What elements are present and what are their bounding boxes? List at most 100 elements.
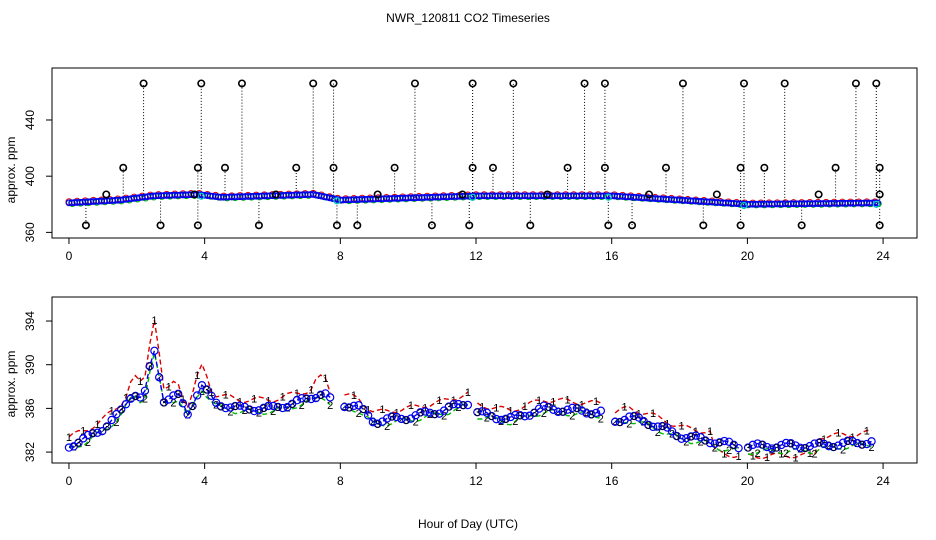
y-tick-label: 400: [23, 166, 37, 186]
series-3-line: [477, 404, 602, 421]
series-2-label: 2: [299, 400, 305, 412]
series-3-label: 3: [303, 394, 309, 406]
series-3-label: 3: [631, 411, 637, 423]
series-3-point: [116, 405, 126, 414]
outlier-point: [329, 79, 338, 88]
series-3-label: 3: [731, 440, 737, 452]
series-3-point: [169, 391, 178, 400]
x-tick-label: 12: [469, 474, 483, 488]
series-3-point: [102, 422, 112, 431]
series-3-point: [610, 417, 620, 427]
series-1-label: 1: [636, 409, 642, 421]
series-3-point: [511, 410, 520, 420]
series-3-point: [221, 403, 230, 413]
series-3-point: [686, 432, 696, 441]
series-3-point: [682, 434, 691, 443]
x-tick-label: 16: [605, 249, 619, 263]
series-1-label: 1: [194, 370, 200, 382]
series-3-point: [135, 393, 145, 402]
outlier-point: [102, 190, 111, 199]
outlier-point: [739, 79, 748, 88]
series-3-label: 3: [645, 420, 651, 432]
series-3-point: [734, 443, 743, 453]
series-3-point: [667, 427, 677, 436]
series-3-label: 3: [859, 440, 865, 452]
outlier-point: [760, 163, 769, 172]
series-2-label: 2: [85, 437, 91, 449]
y-tick-label: 382: [23, 442, 37, 462]
series-2-label: 2: [142, 394, 148, 406]
series-3-point: [235, 401, 245, 410]
series-3-point: [867, 437, 876, 446]
x-axis-label: Hour of Day (UTC): [418, 517, 518, 531]
series-3-point: [121, 399, 131, 409]
series-1-line: [614, 405, 739, 459]
outlier-point: [831, 163, 840, 172]
series-2-label: 2: [541, 408, 547, 420]
baseline-point-blue: [871, 199, 879, 207]
series-3-point: [810, 439, 819, 448]
series-2-label: 2: [512, 416, 518, 428]
series-3-point: [720, 436, 729, 446]
series-3-label: 3: [289, 399, 295, 411]
series-3-point: [772, 443, 781, 452]
series-1-label: 1: [679, 420, 685, 432]
outlier-point: [271, 190, 280, 199]
series-3-label: 3: [360, 404, 366, 416]
series-3-point: [140, 386, 150, 395]
series-3-point: [154, 373, 164, 382]
outlier-point: [604, 221, 613, 230]
series-1-label: 1: [736, 451, 742, 463]
series-3-label: 3: [147, 361, 153, 373]
series-2-label: 2: [213, 399, 219, 411]
series-3-point: [843, 436, 853, 445]
series-3-point: [392, 412, 401, 422]
series-2-label: 2: [797, 444, 803, 456]
series-2-label: 2: [868, 442, 874, 454]
series-3-point: [292, 395, 302, 405]
outlier-point: [197, 79, 206, 88]
series-3-point: [401, 415, 411, 425]
series-1-label: 1: [778, 449, 784, 461]
outlier-point: [221, 163, 230, 172]
series-3-point: [420, 407, 430, 416]
y-tick-label: 390: [23, 354, 37, 374]
series-3-point: [416, 408, 425, 417]
series-3-point: [577, 406, 587, 415]
series-1-label: 1: [223, 390, 229, 402]
series-3-point: [458, 400, 468, 410]
series-3-point: [230, 401, 240, 411]
series-3-label: 3: [346, 402, 352, 414]
outlier-point: [81, 221, 90, 230]
series-2-label: 2: [769, 445, 775, 457]
series-2-label: 2: [840, 445, 846, 457]
outlier-point: [156, 221, 165, 230]
series-1-label: 1: [379, 404, 385, 416]
series-3-label: 3: [588, 409, 594, 421]
series-3-label: 3: [574, 403, 580, 415]
series-1-label: 1: [294, 388, 300, 400]
series-2-label: 2: [427, 409, 433, 421]
series-3-point: [387, 412, 397, 421]
series-3-label: 3: [560, 407, 566, 419]
series-3-label: 3: [788, 438, 794, 450]
series-1-label: 1: [137, 376, 143, 388]
outlier-point: [678, 79, 687, 88]
baseline-point-cyan: [740, 201, 748, 210]
series-3-point: [520, 412, 530, 421]
series-2-label: 2: [356, 408, 362, 420]
series-1-label: 1: [408, 400, 414, 412]
series-1-label: 1: [792, 452, 798, 464]
outlier-point: [699, 221, 708, 230]
outlier-point: [309, 79, 318, 88]
series-3-point: [496, 415, 506, 425]
series-3-point: [762, 442, 772, 452]
series-3-point: [397, 414, 406, 424]
series-3-point: [192, 391, 202, 400]
series-3-label: 3: [489, 411, 495, 423]
series-3-label: 3: [403, 415, 409, 427]
panel-top-frame: [51, 67, 918, 239]
series-1-label: 1: [123, 392, 129, 404]
series-3-point: [767, 444, 777, 453]
